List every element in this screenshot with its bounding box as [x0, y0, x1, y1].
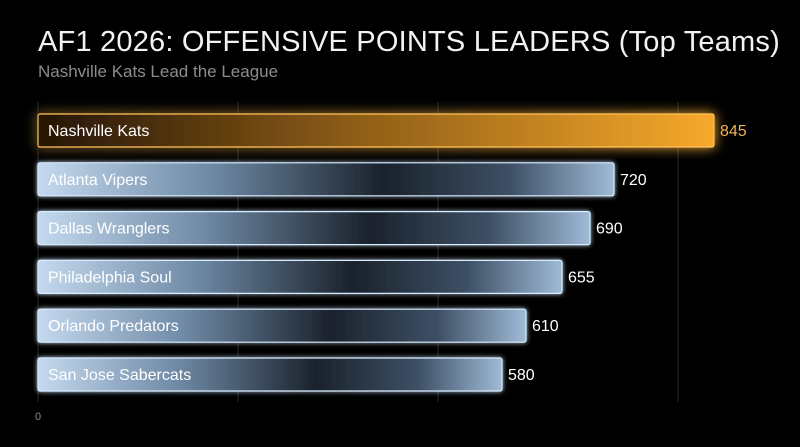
value-label: 845 [720, 123, 747, 140]
x-axis-ticks: 0 [35, 411, 41, 423]
bar-labels: Nashville Kats 845 Atlanta Vipers 720 Dallas… [48, 123, 747, 384]
bars [37, 113, 715, 392]
value-label: 720 [620, 172, 647, 189]
bar [37, 162, 615, 197]
bar [37, 259, 563, 294]
category-label: Atlanta Vipers [48, 172, 147, 189]
category-label: Philadelphia Soul [48, 269, 172, 286]
value-label: 610 [532, 318, 559, 335]
bar [37, 113, 715, 148]
bar [37, 308, 527, 343]
value-label: 580 [508, 367, 535, 384]
x-tick-label: 0 [35, 411, 41, 423]
category-label: Nashville Kats [48, 123, 149, 140]
bar [37, 211, 591, 246]
category-label: San Jose Sabercats [48, 367, 191, 384]
value-label: 655 [568, 269, 595, 286]
chart-title: AF1 2026: OFFENSIVE POINTS LEADERS (Top … [38, 26, 780, 58]
category-label: Orlando Predators [48, 318, 179, 335]
category-label: Dallas Wranglers [48, 221, 170, 238]
value-label: 690 [596, 221, 623, 238]
gridlines [37, 102, 679, 402]
bar [37, 357, 503, 392]
chart-subtitle: Nashville Kats Lead the League [38, 62, 279, 81]
